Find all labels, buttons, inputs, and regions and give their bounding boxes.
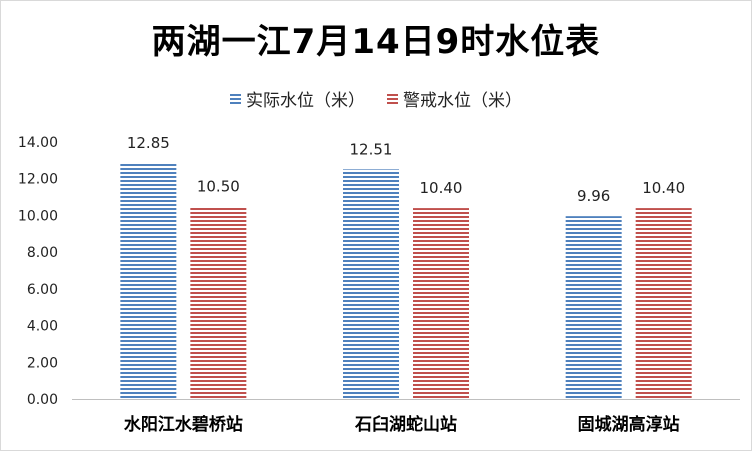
legend-item-actual: 实际水位（米） (230, 86, 365, 111)
data-label: 10.40 (420, 179, 463, 197)
y-tick-label: 10.00 (18, 208, 58, 224)
y-tick-label: 12.00 (18, 172, 58, 188)
bar-actual (565, 216, 622, 399)
legend-swatch-warning (387, 93, 398, 104)
bar-actual (343, 169, 399, 399)
legend-item-warning: 警戒水位（米） (387, 86, 522, 111)
y-tick-label: 2.00 (27, 355, 58, 371)
y-tick-label: 0.00 (27, 392, 58, 408)
data-label: 12.85 (127, 134, 170, 152)
legend-swatch-actual (230, 93, 241, 104)
legend-label-actual: 实际水位（米） (246, 91, 365, 111)
bar-warning (190, 206, 247, 399)
x-category-label: 水阳江水碧桥站 (124, 414, 243, 435)
bar-warning (413, 208, 469, 399)
chart-title: 两湖一江7月14日9时水位表 (151, 22, 601, 62)
y-tick-label: 6.00 (27, 282, 58, 298)
data-label: 12.51 (350, 140, 393, 158)
data-label: 9.96 (577, 187, 610, 205)
bar-actual (120, 163, 177, 399)
x-category-label: 固城湖高淳站 (578, 414, 680, 435)
data-label: 10.50 (197, 177, 240, 195)
bar-warning (635, 208, 692, 399)
legend: 实际水位（米） 警戒水位（米） (0, 86, 752, 111)
y-tick-label: 8.00 (27, 245, 58, 261)
legend-label-warning: 警戒水位（米） (403, 91, 522, 111)
x-category-label: 石臼湖蛇山站 (354, 414, 457, 435)
y-tick-label: 4.00 (27, 319, 58, 335)
y-tick-label: 14.00 (18, 135, 58, 151)
data-label: 10.40 (642, 179, 685, 197)
